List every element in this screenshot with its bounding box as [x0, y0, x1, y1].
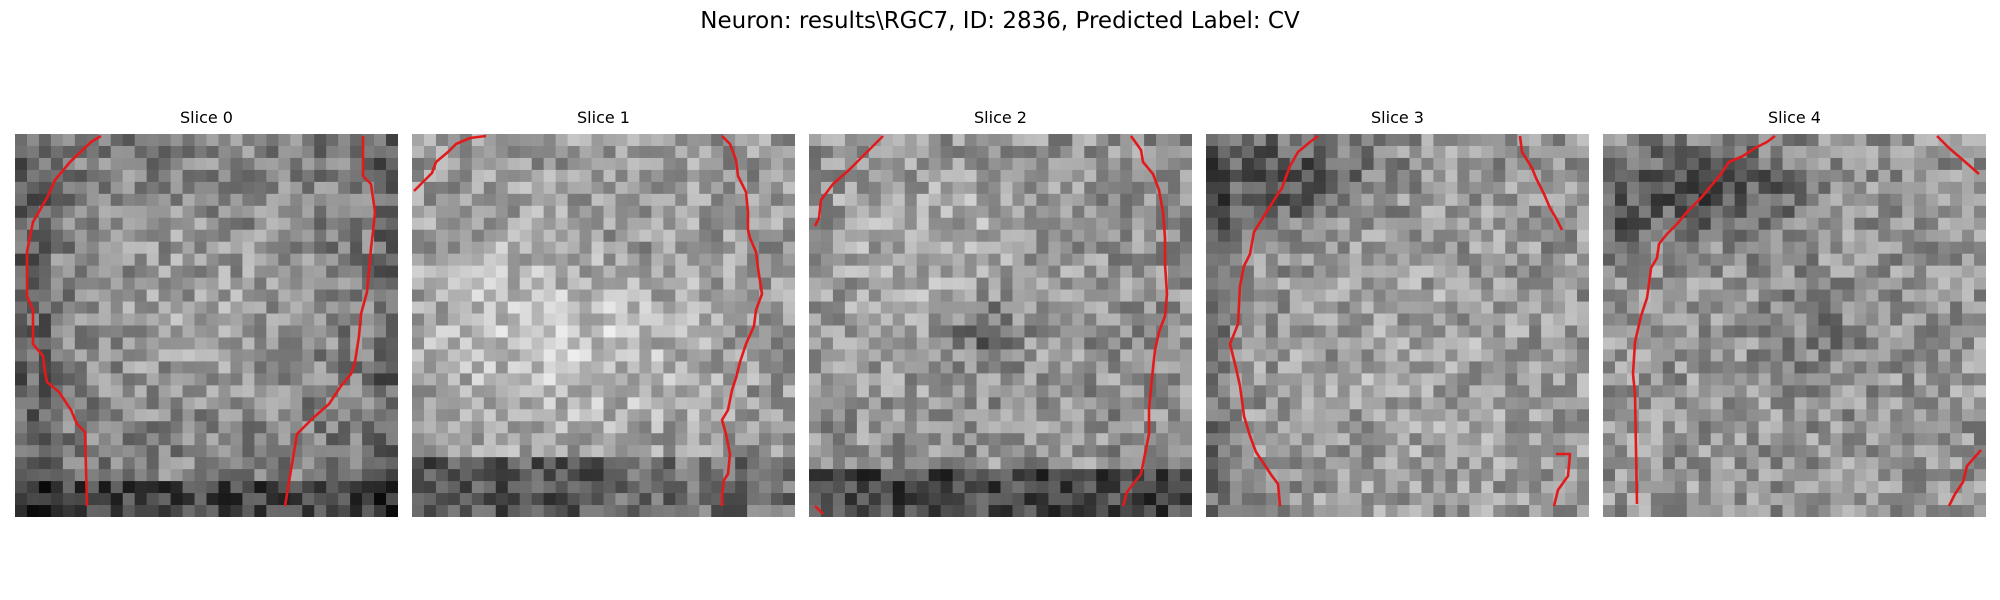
slice-title: Slice 3: [1371, 108, 1424, 127]
slice-title: Slice 1: [577, 108, 630, 127]
contour-line: [1947, 449, 1982, 507]
slice-svg: [15, 134, 398, 517]
grayscale-image: [15, 134, 398, 517]
contour-line: [813, 135, 884, 227]
grayscale-image: [1206, 134, 1589, 517]
grayscale-image: [1603, 134, 1986, 517]
contour-line: [1518, 135, 1564, 231]
figure-title: Neuron: results\RGC7, ID: 2836, Predicte…: [700, 8, 1300, 34]
contour-line: [283, 136, 377, 507]
grayscale-image: [412, 134, 795, 517]
contour-line: [1121, 135, 1169, 507]
slice-title: Slice 0: [180, 108, 233, 127]
slice-svg: [1206, 134, 1589, 517]
contour-line: [25, 134, 102, 507]
slice-title: Slice 2: [974, 108, 1027, 127]
contour-line: [1552, 452, 1572, 507]
contour-line: [720, 135, 764, 506]
slice-svg: [809, 134, 1192, 517]
contour-line: [413, 134, 487, 192]
contour-line: [1228, 134, 1319, 507]
contour-line: [1936, 135, 1980, 175]
contour-line: [814, 505, 824, 515]
slice-title: Slice 4: [1768, 108, 1821, 127]
slice-svg: [412, 134, 795, 517]
contour-line: [1631, 134, 1776, 505]
pixel-grid: [412, 134, 795, 517]
pixel-grid: [1603, 134, 1986, 517]
slice-svg: [1603, 134, 1986, 517]
grayscale-image: [809, 134, 1192, 517]
pixel-grid: [1206, 134, 1589, 517]
pixel-grid: [15, 134, 398, 517]
pixel-grid: [809, 134, 1192, 517]
